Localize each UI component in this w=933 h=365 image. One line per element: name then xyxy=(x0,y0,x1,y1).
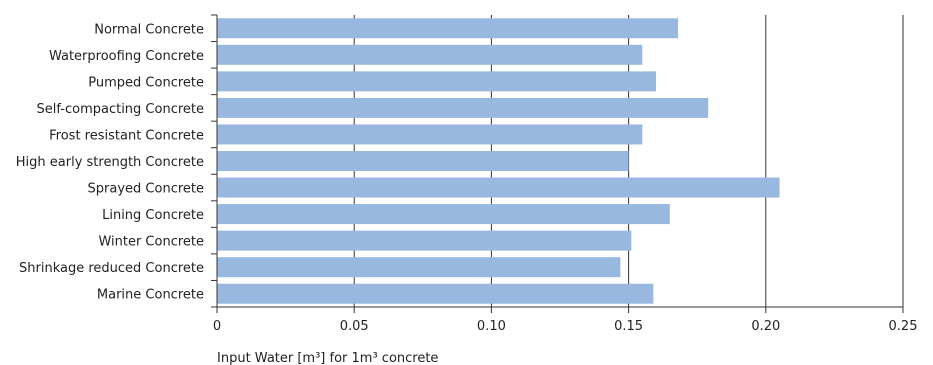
bar-pumped-concrete xyxy=(217,71,657,92)
bar-waterproofing-concrete xyxy=(217,44,643,65)
bar-marine-concrete xyxy=(217,283,654,304)
x-tick-label: 0.25 xyxy=(889,319,918,334)
x-tick-label: 0.20 xyxy=(751,319,780,334)
x-tick-label: 0 xyxy=(213,319,221,334)
bar-sprayed-concrete xyxy=(217,177,780,198)
x-axis: 0 0.05 0.10 0.15 0.20 0.25 xyxy=(211,14,918,334)
bar-self-compacting-concrete xyxy=(217,97,709,118)
x-tick-label: 0.15 xyxy=(614,319,643,334)
bar-winter-concrete xyxy=(217,230,632,251)
category-label: Pumped Concrete xyxy=(88,75,204,90)
bars xyxy=(217,18,780,304)
category-label: Sprayed Concrete xyxy=(88,182,204,197)
category-label: Winter Concrete xyxy=(98,235,204,250)
bar-normal-concrete xyxy=(217,18,678,39)
category-label: Waterproofing Concrete xyxy=(49,49,204,64)
x-axis-title: Input Water [m³] for 1m³ concrete xyxy=(217,351,438,365)
x-tick-label: 0.05 xyxy=(340,319,369,334)
x-tick-label: 0.10 xyxy=(477,319,506,334)
category-label: Frost resistant Concrete xyxy=(49,128,204,143)
bar-high-early-strength-concrete xyxy=(217,151,629,171)
category-label: High early strength Concrete xyxy=(16,155,204,170)
category-label: Normal Concrete xyxy=(94,22,204,37)
category-label: Self-compacting Concrete xyxy=(37,102,204,117)
bar-shrinkage-reduced-concrete xyxy=(217,257,621,278)
category-label: Marine Concrete xyxy=(97,288,204,303)
category-labels: Normal Concrete Waterproofing Concrete Pum… xyxy=(16,22,204,302)
category-label: Shrinkage reduced Concrete xyxy=(19,261,204,276)
category-label: Lining Concrete xyxy=(102,208,204,223)
bar-frost-resistant-concrete xyxy=(217,124,643,145)
bar-lining-concrete xyxy=(217,204,670,225)
